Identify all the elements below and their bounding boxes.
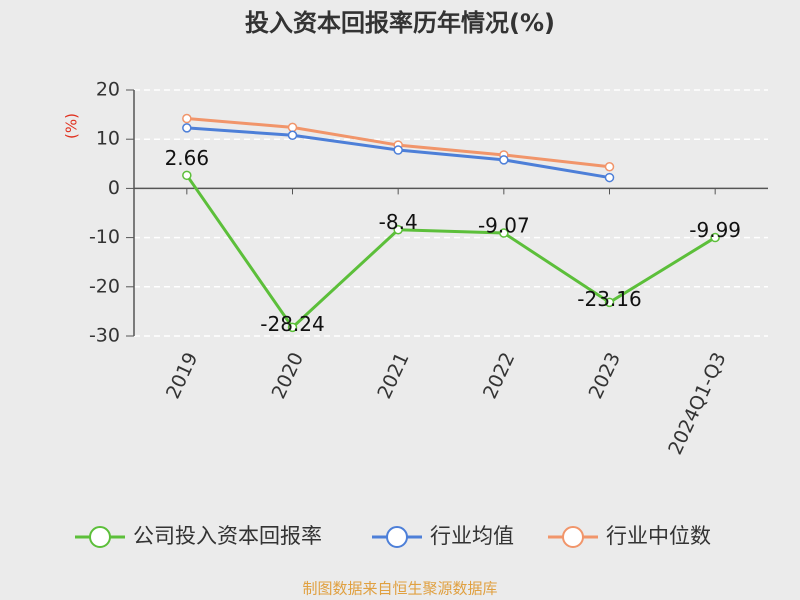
legend-marker	[562, 526, 584, 548]
data-point	[393, 224, 403, 235]
legend-label: 行业中位数	[606, 524, 711, 548]
chart-title: 投入资本回报率历年情况(%)	[245, 9, 555, 37]
y-tick-label: 10	[96, 128, 120, 150]
y-tick-label: 0	[108, 177, 120, 199]
data-point	[287, 122, 298, 133]
data-point	[604, 162, 615, 172]
data-point	[499, 155, 509, 165]
legend-marker	[89, 526, 111, 548]
data-label: 2.66	[165, 146, 210, 170]
legend-label: 行业均值	[430, 524, 514, 548]
data-point	[182, 123, 192, 133]
data-point	[287, 130, 298, 141]
data-point	[182, 170, 192, 181]
data-point	[604, 172, 615, 183]
data-label: -8.4	[379, 210, 418, 234]
data-point	[604, 297, 615, 308]
y-tick-label: -10	[89, 226, 120, 248]
y-tick-label: 20	[96, 79, 120, 101]
y-tick-label: -20	[89, 275, 120, 297]
legend-marker	[386, 526, 408, 548]
data-point	[393, 145, 403, 155]
data-point	[710, 232, 720, 243]
data-point	[499, 228, 509, 238]
y-tick-label: -30	[89, 325, 120, 347]
data-label: -9.07	[478, 214, 530, 238]
data-point	[287, 322, 298, 333]
y-axis-label: (%)	[63, 113, 81, 139]
footer: 制图数据来自恒生聚源数据库	[302, 580, 497, 598]
data-label: -28.24	[260, 312, 324, 336]
data-point	[182, 113, 192, 124]
data-label: -9.99	[689, 218, 741, 242]
legend-label: 公司投入资本回报率	[133, 524, 322, 548]
series-line	[185, 174, 716, 330]
data-label: -23.16	[577, 287, 641, 311]
